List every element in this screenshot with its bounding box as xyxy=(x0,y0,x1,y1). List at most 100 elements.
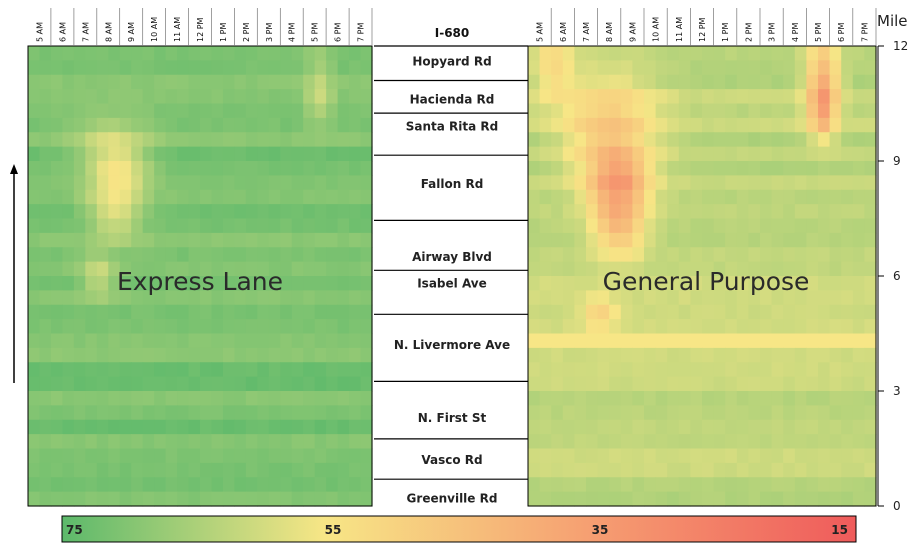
express-lane-cell xyxy=(222,232,235,248)
general-purpose-cell xyxy=(678,362,691,378)
express-lane-cell xyxy=(222,304,235,320)
general-purpose-cell xyxy=(783,304,796,320)
express-lane-cell xyxy=(142,161,155,176)
express-lane-cell xyxy=(96,319,109,335)
general-purpose-cell xyxy=(574,391,587,406)
express-lane-cell xyxy=(131,74,144,90)
express-lane-cell xyxy=(211,161,224,176)
express-lane-cell xyxy=(73,117,86,133)
express-lane-cell xyxy=(268,261,281,277)
general-purpose-cell xyxy=(655,477,668,493)
general-purpose-cell xyxy=(539,175,552,191)
general-purpose-cell xyxy=(806,60,819,76)
general-purpose-cell xyxy=(725,117,738,133)
express-lane-cell xyxy=(257,434,270,450)
express-lane-cell xyxy=(268,319,281,335)
express-lane-cell xyxy=(85,462,98,478)
general-purpose-cell xyxy=(562,419,575,435)
express-lane-cell xyxy=(62,347,75,363)
general-purpose-cell xyxy=(806,247,819,263)
express-lane-cell xyxy=(50,232,63,248)
general-purpose-cell xyxy=(736,60,749,76)
general-purpose-cell xyxy=(806,376,819,392)
express-lane-cell xyxy=(257,276,270,291)
express-lane-cell xyxy=(360,46,373,61)
express-lane-cell xyxy=(360,218,373,234)
express-lane-cell xyxy=(222,261,235,277)
express-lane-cell xyxy=(85,175,98,191)
express-lane-cell xyxy=(326,276,339,291)
express-lane-cell xyxy=(154,60,167,76)
express-lane-cell xyxy=(234,218,247,234)
general-purpose-cell xyxy=(783,46,796,61)
express-lane-cell xyxy=(200,319,213,335)
general-purpose-cell xyxy=(771,204,784,220)
general-purpose-cell xyxy=(829,103,842,119)
general-purpose-cell xyxy=(678,117,691,133)
express-lane-cell xyxy=(96,117,109,133)
express-lane-cell xyxy=(257,391,270,406)
express-lane-cell xyxy=(268,333,281,349)
express-lane-cell xyxy=(188,448,201,464)
express-lane-cell xyxy=(326,74,339,90)
general-purpose-cell xyxy=(620,304,633,320)
express-lane-cell xyxy=(108,132,121,148)
general-purpose-cell xyxy=(852,261,865,277)
general-purpose-cell xyxy=(678,74,691,90)
express-lane-cell xyxy=(50,448,63,464)
express-lane-cell xyxy=(119,261,132,277)
express-lane-cell xyxy=(349,304,362,320)
express-lane-cell xyxy=(280,247,293,263)
express-lane-cell xyxy=(142,247,155,263)
express-lane-cell xyxy=(349,491,362,507)
general-purpose-cell xyxy=(632,376,645,392)
express-lane-cell xyxy=(85,276,98,291)
express-lane-cell xyxy=(245,319,258,335)
general-purpose-cell xyxy=(609,89,622,105)
general-purpose-cell xyxy=(725,477,738,493)
general-purpose-cell xyxy=(667,405,680,421)
express-lane-cell xyxy=(28,333,41,349)
express-lane-cell xyxy=(245,175,258,191)
express-lane-cell xyxy=(245,204,258,220)
express-lane-cell xyxy=(39,333,52,349)
general-purpose-cell xyxy=(852,218,865,234)
general-purpose-cell xyxy=(771,434,784,450)
general-purpose-cell xyxy=(806,89,819,105)
general-purpose-cell xyxy=(794,218,807,234)
express-lane-cell xyxy=(142,376,155,392)
general-purpose-cell xyxy=(551,419,564,435)
express-lane-cell xyxy=(177,218,190,234)
express-lane-cell xyxy=(326,405,339,421)
general-purpose-cell xyxy=(713,491,726,507)
general-purpose-cell xyxy=(539,89,552,105)
general-purpose-cell xyxy=(690,304,703,320)
express-lane-cell xyxy=(96,146,109,162)
general-purpose-cell xyxy=(574,132,587,148)
general-purpose-cell xyxy=(760,247,773,263)
express-lane-cell xyxy=(326,103,339,119)
general-purpose-cell xyxy=(748,290,761,306)
general-purpose-cell xyxy=(597,448,610,464)
color-scale-bar xyxy=(61,515,857,543)
general-purpose-cell xyxy=(702,276,715,291)
express-lane-cell xyxy=(314,290,327,306)
general-purpose-cell xyxy=(736,362,749,378)
express-lane-cell xyxy=(291,175,304,191)
general-purpose-cell xyxy=(818,333,831,349)
general-purpose-cell xyxy=(574,405,587,421)
general-purpose-cell xyxy=(841,347,854,363)
general-purpose-cell xyxy=(852,391,865,406)
express-lane-cell xyxy=(349,117,362,133)
express-lane-cell xyxy=(50,60,63,76)
general-purpose-cell xyxy=(841,276,854,291)
general-purpose-cell xyxy=(609,304,622,320)
express-lane-cell xyxy=(303,175,316,191)
general-purpose-cell xyxy=(655,204,668,220)
express-lane-cell xyxy=(154,333,167,349)
express-lane-cell xyxy=(326,290,339,306)
general-purpose-cell xyxy=(725,405,738,421)
general-purpose-cell xyxy=(760,477,773,493)
